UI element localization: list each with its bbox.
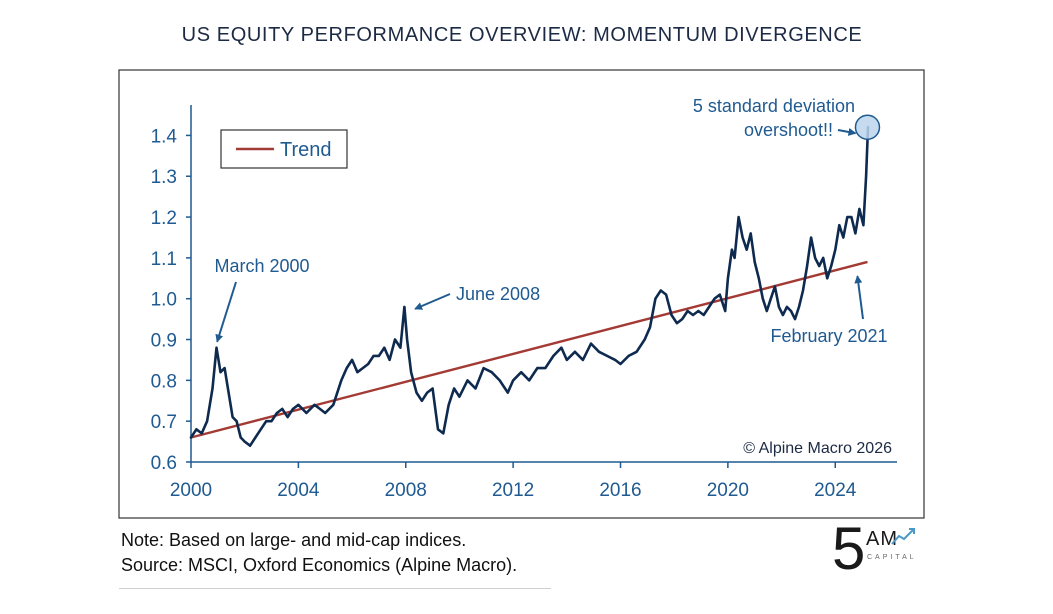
logo-numeral: 5 [832, 515, 866, 582]
copyright-note: © Alpine Macro 2026 [743, 440, 892, 457]
annotation-arrow [215, 281, 237, 343]
note-line: Note: Based on large- and mid-cap indice… [121, 530, 467, 550]
trend-line [190, 260, 868, 439]
annotation-label: overshoot!! [744, 120, 833, 140]
y-tick-label: 0.8 [151, 371, 177, 392]
y-tick-label: 1.3 [151, 167, 177, 188]
annotation-label: March 2000 [214, 256, 309, 276]
x-tick-label: 2012 [492, 480, 534, 501]
source-line: Source: MSCI, Oxford Economics (Alpine M… [121, 555, 518, 575]
y-tick-label: 1.2 [151, 208, 177, 229]
y-tick-label: 0.9 [151, 331, 177, 352]
y-tick-label: 1.1 [151, 249, 177, 270]
y-tick-label: 1.0 [151, 290, 177, 311]
logo-subtext: CAPITAL [867, 554, 917, 561]
annotation-label: February 2021 [770, 326, 887, 346]
index-series-line [189, 125, 870, 448]
notes-divider [119, 588, 551, 589]
logo-letters: AM [866, 528, 898, 550]
legend-label: Trend [280, 139, 332, 161]
notes-block: Note: Based on large- and mid-cap indice… [121, 528, 517, 578]
annotation-arrow [837, 128, 857, 136]
company-logo: 5 AM CAPITAL [832, 515, 924, 584]
x-tick-label: 2000 [170, 480, 212, 501]
y-tick-label: 0.7 [151, 412, 177, 433]
logo-chart-icon [891, 528, 915, 545]
x-tick-label: 2004 [277, 480, 320, 501]
plot-frame [118, 69, 925, 519]
x-tick-label: 2020 [707, 480, 749, 501]
chart-title: US EQUITY PERFORMANCE OVERVIEW: MOMENTUM… [181, 24, 863, 46]
annotation-label: 5 standard deviation [693, 96, 855, 116]
overshoot-marker [854, 114, 881, 140]
x-tick-label: 2008 [385, 480, 427, 501]
y-tick-label: 0.6 [151, 453, 177, 474]
x-tick-label: 2016 [599, 480, 641, 501]
x-tick-label: 2024 [814, 480, 857, 501]
annotation-label: June 2008 [456, 284, 540, 304]
annotation-arrow [414, 293, 451, 310]
y-tick-label: 1.4 [151, 126, 178, 147]
annotation-arrow [854, 275, 864, 320]
